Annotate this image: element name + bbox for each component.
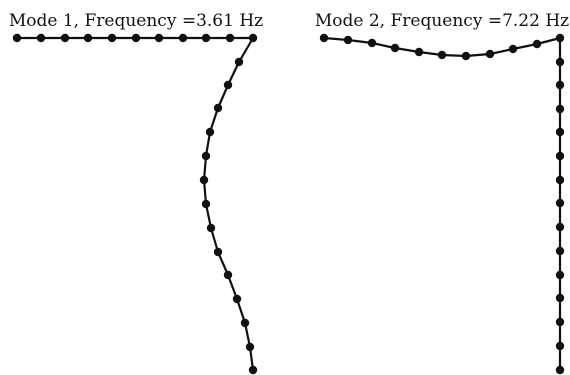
- mode-1-node: [199, 175, 209, 185]
- mode-1-node: [131, 33, 141, 43]
- mode-1-deformed-line: [15, 36, 255, 372]
- mode-1-node: [205, 127, 215, 137]
- mode-2-node: [555, 341, 565, 351]
- mode-2-shape: [319, 33, 565, 375]
- mode-1-node: [213, 247, 223, 257]
- mode-2-node: [555, 222, 565, 232]
- mode-2-node: [461, 51, 471, 61]
- mode-1-node: [107, 33, 117, 43]
- mode-1-node: [60, 33, 70, 43]
- mode-2-node: [555, 317, 565, 327]
- mode-2-node: [555, 175, 565, 185]
- mode-1-node: [248, 365, 258, 375]
- mode-2-panel: Mode 2, Frequency =7.22 Hz: [315, 11, 569, 375]
- mode-1-node: [83, 33, 93, 43]
- mode-2-node: [319, 33, 329, 43]
- mode-2-node: [555, 33, 565, 43]
- mode-1-node: [178, 33, 188, 43]
- mode-2-node: [555, 198, 565, 208]
- mode-2-node: [555, 151, 565, 161]
- mode-1-node: [248, 33, 258, 43]
- mode-2-node: [555, 246, 565, 256]
- mode-2-node: [485, 49, 495, 59]
- mode-1-node: [201, 151, 211, 161]
- mode-2-node: [555, 104, 565, 114]
- mode-1-node: [12, 33, 22, 43]
- mode-1-node: [201, 199, 211, 209]
- mode-2-deformed-line: [322, 36, 562, 372]
- mode-2-node: [343, 35, 353, 45]
- mode-2-title: Mode 2, Frequency =7.22 Hz: [315, 11, 569, 31]
- mode-2-node: [390, 43, 400, 53]
- mode-1-panel: Mode 1, Frequency =3.61 Hz: [9, 11, 263, 375]
- mode-1-shape: [12, 33, 258, 375]
- mode-1-node: [240, 318, 250, 328]
- mode-1-node: [232, 294, 242, 304]
- mode-1-node: [225, 33, 235, 43]
- mode-1-node: [206, 223, 216, 233]
- mode-1-node: [223, 270, 233, 280]
- mode-2-node: [414, 47, 424, 57]
- mode-2-node: [555, 57, 565, 67]
- mode-2-node: [555, 365, 565, 375]
- mode-1-node: [36, 33, 46, 43]
- mode-2-node: [437, 50, 447, 60]
- mode-1-title: Mode 1, Frequency =3.61 Hz: [9, 11, 263, 31]
- mode-2-node: [555, 80, 565, 90]
- mode-2-node: [532, 39, 542, 49]
- mode-2-node: [367, 38, 377, 48]
- mode-1-node: [213, 103, 223, 113]
- mode-1-node: [223, 80, 233, 90]
- mode-2-node: [508, 44, 518, 54]
- mode-1-node: [154, 33, 164, 43]
- mode-2-node: [555, 270, 565, 280]
- mode-2-node: [555, 127, 565, 137]
- mode-2-node: [555, 293, 565, 303]
- mode-1-node: [245, 342, 255, 352]
- mode-1-node: [234, 57, 244, 67]
- mode-1-node: [201, 33, 211, 43]
